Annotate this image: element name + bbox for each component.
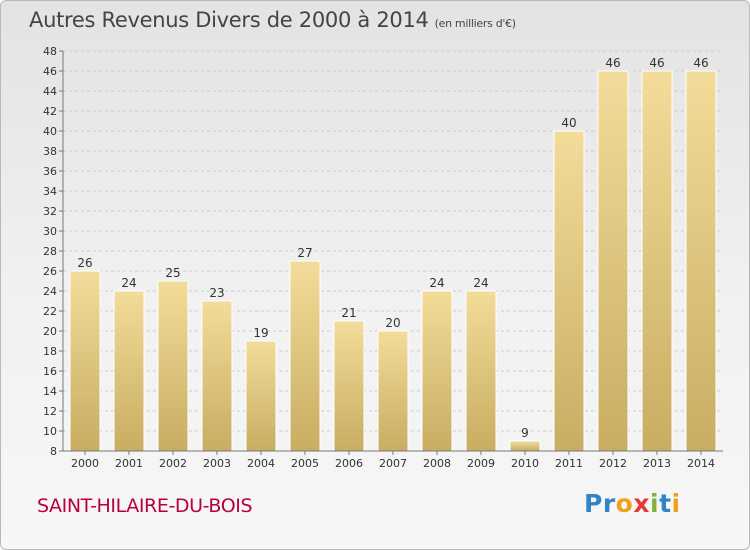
- bars: 26 24 25 23 19 27 21 20 24 24 9 40 46 46 46: [69, 56, 717, 452]
- y-tick-label: 46: [43, 65, 57, 78]
- title-text: Autres Revenus Divers de 2000 à 2014: [29, 8, 429, 32]
- data-label: 46: [605, 56, 620, 70]
- axes: 8 10 12 14 16 18 20 22 24 26 28 30 32 34 36 38 40 42 44 46 4…: [43, 45, 723, 470]
- bar-2014: [685, 70, 717, 452]
- y-tick-label: 32: [43, 205, 57, 218]
- y-tick-label: 16: [43, 365, 57, 378]
- logo-letter: t: [659, 489, 672, 518]
- logo-letter: o: [615, 489, 634, 518]
- y-tick-label: 10: [43, 425, 57, 438]
- x-tick-label: 2008: [423, 457, 451, 470]
- logo-letter: i: [671, 489, 681, 518]
- bar-2004: [245, 340, 277, 452]
- y-tick-label: 42: [43, 105, 57, 118]
- x-tick-label: 2001: [115, 457, 143, 470]
- bar-2008: [421, 290, 453, 452]
- data-label: 23: [209, 286, 224, 300]
- logo-letter: r: [602, 489, 616, 518]
- x-tick-label: 2012: [599, 457, 627, 470]
- bar-2003: [201, 300, 233, 452]
- y-tick-label: 26: [43, 265, 57, 278]
- logo-letter: P: [584, 489, 603, 518]
- data-label: 24: [429, 276, 444, 290]
- data-label: 26: [77, 256, 92, 270]
- data-label: 20: [385, 316, 400, 330]
- y-tick-label: 30: [43, 225, 57, 238]
- x-tick-label: 2005: [291, 457, 319, 470]
- y-tick-label: 40: [43, 125, 57, 138]
- data-label: 24: [121, 276, 136, 290]
- data-label: 27: [297, 246, 312, 260]
- data-label: 40: [561, 116, 576, 130]
- x-tick-label: 2002: [159, 457, 187, 470]
- x-tick-label: 2000: [71, 457, 99, 470]
- x-tick-label: 2006: [335, 457, 363, 470]
- data-label: 21: [341, 306, 356, 320]
- data-label: 25: [165, 266, 180, 280]
- y-tick-label: 18: [43, 345, 57, 358]
- bar-2001: [113, 290, 145, 452]
- y-tick-label: 48: [43, 45, 57, 58]
- bar-2011: [553, 130, 585, 452]
- bar-2005: [289, 260, 321, 452]
- y-tick-label: 44: [43, 85, 57, 98]
- data-label: 46: [649, 56, 664, 70]
- proxiti-logo: Proxiti: [584, 489, 681, 518]
- y-tick-label: 24: [43, 285, 57, 298]
- bar-2013: [641, 70, 673, 452]
- data-label: 46: [693, 56, 708, 70]
- y-tick-label: 8: [50, 445, 57, 458]
- x-tick-label: 2010: [511, 457, 539, 470]
- data-label: 19: [253, 326, 268, 340]
- y-tick-label: 34: [43, 185, 57, 198]
- bar-2006: [333, 320, 365, 452]
- x-tick-label: 2009: [467, 457, 495, 470]
- bar-2000: [69, 270, 101, 452]
- bar-2009: [465, 290, 497, 452]
- bar-2010: [509, 440, 541, 452]
- y-tick-label: 14: [43, 385, 57, 398]
- y-tick-label: 28: [43, 245, 57, 258]
- x-tick-label: 2011: [555, 457, 583, 470]
- x-tick-label: 2003: [203, 457, 231, 470]
- x-tick-label: 2014: [687, 457, 715, 470]
- bar-2007: [377, 330, 409, 452]
- y-tick-label: 38: [43, 145, 57, 158]
- x-tick-label: 2004: [247, 457, 275, 470]
- bar-2012: [597, 70, 629, 452]
- bar-2002: [157, 280, 189, 452]
- chart-title: Autres Revenus Divers de 2000 à 2014 (en …: [29, 8, 516, 32]
- data-label: 24: [473, 276, 488, 290]
- data-label: 9: [521, 426, 529, 440]
- y-tick-label: 22: [43, 305, 57, 318]
- x-tick-label: 2007: [379, 457, 407, 470]
- y-tick-label: 20: [43, 325, 57, 338]
- commune-name: SAINT-HILAIRE-DU-BOIS: [37, 495, 253, 517]
- x-tick-label: 2013: [643, 457, 671, 470]
- logo-letter: x: [633, 489, 650, 518]
- y-tick-label: 36: [43, 165, 57, 178]
- logo-letter: i: [650, 489, 660, 518]
- unit-label: (en milliers d'€): [434, 17, 516, 30]
- y-tick-label: 12: [43, 405, 57, 418]
